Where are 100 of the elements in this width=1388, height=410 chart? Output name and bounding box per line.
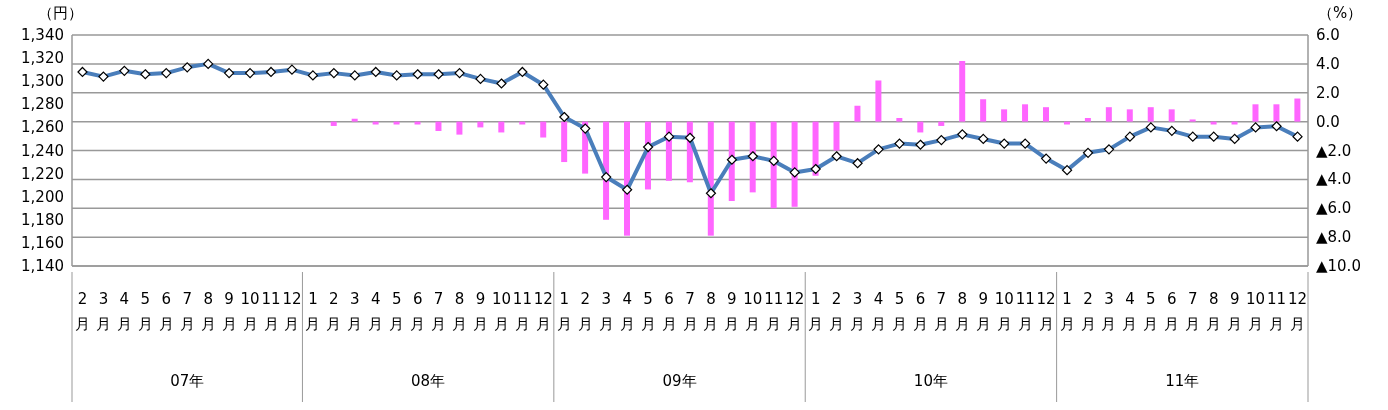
y-axis-title: （円） xyxy=(38,4,83,23)
y-tick-label: 1,240 xyxy=(21,141,64,160)
bar xyxy=(707,121,714,236)
bar xyxy=(938,121,945,126)
x-tick-label: 3月 xyxy=(95,290,111,333)
x-tick-label: 11月 xyxy=(261,290,281,333)
x-tick-label: 7月 xyxy=(933,290,949,333)
bar xyxy=(456,121,463,135)
x-tick-label: 2月 xyxy=(74,290,90,333)
x-tick-label: 2月 xyxy=(326,290,342,333)
bar xyxy=(1252,104,1259,122)
x-tick-label: 7月 xyxy=(179,290,195,333)
x-tick-label: 8月 xyxy=(954,290,970,333)
x-tick-label: 6月 xyxy=(410,290,426,333)
text: 08年 xyxy=(411,372,446,390)
x-tick-label: 1月 xyxy=(556,290,572,333)
x-tick-label: 1月 xyxy=(305,290,321,333)
x-tick-label: 6月 xyxy=(158,290,174,333)
x-tick-label: 2月 xyxy=(1080,290,1096,333)
x-tick-label: 8月 xyxy=(1206,290,1222,333)
x-tick-label: 8月 xyxy=(703,290,719,333)
x-tick-label: 5月 xyxy=(137,290,153,333)
y2-tick-label: 4.0 xyxy=(1316,54,1340,73)
x-tick-label: 7月 xyxy=(1185,290,1201,333)
bar xyxy=(540,121,547,138)
bar xyxy=(393,121,400,125)
y-tick-label: 1,280 xyxy=(21,95,64,114)
x-tick-label: 10月 xyxy=(491,290,511,333)
bar xyxy=(351,118,358,122)
bar xyxy=(1231,121,1238,125)
x-tick-label: 7月 xyxy=(431,290,447,333)
x-tick-label: 3月 xyxy=(347,290,363,333)
x-tick-label: 10月 xyxy=(240,290,260,333)
bar xyxy=(875,80,882,122)
x-tick-label: 10月 xyxy=(743,290,763,333)
bar xyxy=(624,121,631,236)
y-tick-label: 1,260 xyxy=(21,118,64,137)
bar xyxy=(854,105,861,122)
x-tick-label: 10月 xyxy=(1246,290,1266,333)
x-tick-label: 5月 xyxy=(1143,290,1159,333)
x-tick-label: 12月 xyxy=(785,290,805,333)
bar xyxy=(833,121,840,151)
bar xyxy=(1042,107,1049,122)
bar xyxy=(435,121,442,132)
text: 07年 xyxy=(170,372,205,390)
x-tick-label: 4月 xyxy=(116,290,132,333)
x-tick-label: 9月 xyxy=(975,290,991,333)
x-tick-label: 1月 xyxy=(808,290,824,333)
x-tick-label: 3月 xyxy=(850,290,866,333)
y-tick-label: 1,300 xyxy=(21,72,64,91)
x-tick-label: 5月 xyxy=(891,290,907,333)
y-tick-label: 1,180 xyxy=(21,210,64,229)
x-tick-label: 9月 xyxy=(473,290,489,333)
text: 10年 xyxy=(913,372,948,390)
x-tick-label: 9月 xyxy=(724,290,740,333)
bar xyxy=(1294,98,1301,122)
bar xyxy=(917,121,924,133)
bar xyxy=(1105,107,1112,122)
x-tick-label: 4月 xyxy=(1122,290,1138,333)
x-tick-label: 7月 xyxy=(682,290,698,333)
bar xyxy=(1126,109,1133,122)
x-tick-label: 9月 xyxy=(1227,290,1243,333)
y2-tick-label: ▲2.0 xyxy=(1316,141,1352,160)
y-tick-label: 1,200 xyxy=(21,187,64,206)
x-tick-label: 6月 xyxy=(912,290,928,333)
x-tick-label: 4月 xyxy=(368,290,384,333)
x-tick-label: 9月 xyxy=(221,290,237,333)
x-tick-label: 1月 xyxy=(1059,290,1075,333)
y2-tick-label: 6.0 xyxy=(1316,26,1340,44)
x-tick-label: 11月 xyxy=(1015,290,1035,333)
bar xyxy=(1022,104,1029,122)
x-tick-label: 2月 xyxy=(577,290,593,333)
bar xyxy=(1168,109,1175,122)
x-tick-label: 5月 xyxy=(389,290,405,333)
x-tick-label: 12月 xyxy=(1287,290,1308,333)
bar xyxy=(770,121,777,209)
bar xyxy=(561,121,568,163)
bar xyxy=(1001,109,1008,122)
bar xyxy=(1147,107,1154,122)
y-tick-label: 1,140 xyxy=(21,257,64,275)
x-tick-label: 12月 xyxy=(282,290,302,333)
bar xyxy=(1084,118,1091,122)
bar xyxy=(1273,104,1280,122)
x-tick-label: 11月 xyxy=(764,290,784,333)
x-tick-label: 6月 xyxy=(1164,290,1180,333)
bar xyxy=(414,121,421,125)
x-tick-label: 11月 xyxy=(1267,290,1287,333)
bar xyxy=(330,121,337,126)
x-tick-label: 3月 xyxy=(598,290,614,333)
x-tick-label: 10月 xyxy=(994,290,1014,333)
x-tick-label: 6月 xyxy=(661,290,677,333)
x-tick-label: 5月 xyxy=(640,290,656,333)
bar xyxy=(519,121,526,125)
bar xyxy=(959,60,966,122)
x-tick-label: 4月 xyxy=(619,290,635,333)
y2-tick-label: ▲6.0 xyxy=(1316,199,1352,218)
x-tick-label: 4月 xyxy=(871,290,887,333)
text: 11年 xyxy=(1165,372,1200,390)
y2-tick-label: ▲4.0 xyxy=(1316,170,1352,189)
bar xyxy=(980,99,987,122)
